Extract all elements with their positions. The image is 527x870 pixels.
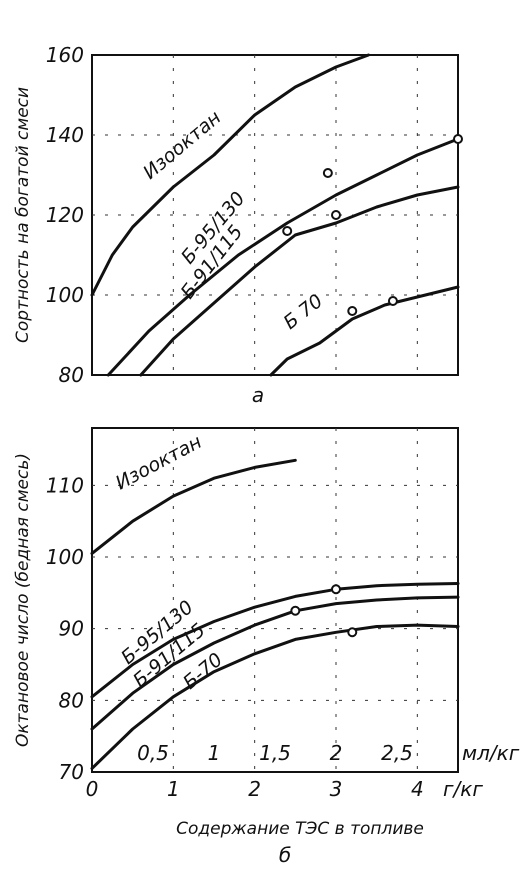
x-tick-label-mlkg: 0,5 xyxy=(137,741,169,765)
data-point-marker xyxy=(347,627,358,638)
x-tick-label-gkg: 1 xyxy=(167,777,180,801)
x-tick-label-mlkg: 1,5 xyxy=(259,741,291,765)
series-curve xyxy=(90,582,460,699)
panel-a: 80100120140160ИзооктанБ-95/130Б-91/115Б … xyxy=(13,43,463,407)
x-tick-label-gkg: 3 xyxy=(330,777,343,801)
plot-frame xyxy=(91,427,459,773)
x-tick-label-mlkg: 2,5 xyxy=(381,741,413,765)
y-tick-label: 90 xyxy=(59,617,84,641)
series-curve xyxy=(90,53,370,297)
data-point-marker xyxy=(290,605,301,616)
x-unit-mlkg: мл/кг xyxy=(462,741,520,765)
y-axis-label: Октановое число (бедная смесь) xyxy=(13,453,33,747)
x-tick-label-gkg: 4 xyxy=(411,777,424,801)
data-point-marker xyxy=(387,296,398,306)
x-tick-label-mlkg: 2 xyxy=(330,741,343,765)
series-curve xyxy=(90,623,460,770)
x-unit-gkg: г/кг xyxy=(443,777,483,801)
y-tick-label: 100 xyxy=(46,545,84,569)
y-tick-label: 160 xyxy=(46,43,84,67)
y-tick-label: 110 xyxy=(46,473,84,497)
series-curve xyxy=(90,595,460,731)
series-curve xyxy=(139,185,460,377)
series-label: Изооктан xyxy=(139,106,225,183)
panel-label: а xyxy=(252,383,264,407)
x-tick-label-mlkg: 1 xyxy=(208,741,221,765)
y-tick-label: 140 xyxy=(46,123,84,147)
y-axis-label: Сортность на богатой смеси xyxy=(13,87,33,343)
series-curve xyxy=(106,137,460,377)
data-point-marker xyxy=(282,226,293,236)
data-point-marker xyxy=(331,210,341,220)
y-tick-label: 100 xyxy=(46,283,84,307)
series-curve xyxy=(90,458,297,555)
x-tick-label-gkg: 2 xyxy=(248,777,261,801)
series-curve xyxy=(269,285,460,377)
data-point-marker xyxy=(331,584,341,595)
panel-label: б xyxy=(279,843,291,867)
data-point-marker xyxy=(347,306,358,316)
data-point-marker xyxy=(322,168,333,178)
x-axis-label: Содержание ТЭС в топливе xyxy=(176,819,424,839)
y-tick-label: 120 xyxy=(46,203,84,227)
series-label: Б 70 xyxy=(280,290,328,334)
y-tick-label: 70 xyxy=(59,760,84,784)
data-point-marker xyxy=(453,134,463,144)
x-tick-label-gkg: 0 xyxy=(86,777,99,801)
y-tick-label: 80 xyxy=(59,688,84,712)
y-tick-label: 80 xyxy=(59,363,84,387)
